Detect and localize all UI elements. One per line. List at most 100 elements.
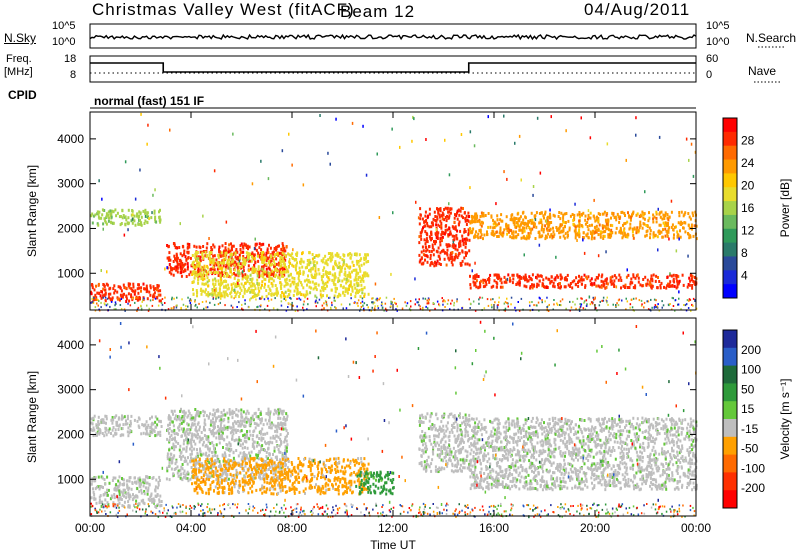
data-cell (238, 273, 241, 277)
data-cell (301, 251, 304, 255)
data-cell (465, 219, 468, 223)
data-cell (222, 258, 225, 262)
data-cell (198, 302, 200, 305)
data-cell (491, 230, 494, 234)
data-cell (256, 254, 259, 258)
data-cell (269, 276, 272, 280)
data-cell (258, 253, 260, 257)
data-cell (477, 232, 480, 236)
data-cell (469, 274, 471, 278)
data-cell (560, 211, 563, 215)
data-cell (580, 297, 582, 300)
data-cell (476, 214, 479, 218)
data-cell (193, 276, 196, 280)
data-cell (217, 265, 220, 269)
data-cell (91, 422, 94, 426)
data-cell (155, 478, 158, 482)
data-cell (217, 428, 220, 432)
data-cell (201, 443, 204, 447)
data-cell (115, 423, 118, 427)
data-cell (230, 246, 233, 250)
data-cell (284, 438, 286, 442)
data-cell (224, 279, 227, 283)
data-cell (538, 232, 541, 236)
data-cell (546, 216, 549, 220)
data-cell (244, 262, 246, 266)
data-cell (112, 221, 115, 225)
data-cell (176, 266, 179, 270)
data-cell (454, 213, 456, 217)
data-cell (444, 138, 446, 142)
data-cell (184, 262, 187, 266)
data-cell (251, 470, 254, 474)
data-cell (190, 444, 193, 448)
data-cell (241, 274, 244, 278)
data-cell (180, 457, 183, 461)
data-cell (692, 174, 695, 178)
data-cell (175, 440, 178, 444)
data-cell (206, 271, 209, 275)
data-cell (178, 415, 181, 419)
data-cell (449, 251, 452, 255)
data-cell (100, 301, 102, 304)
data-cell (208, 237, 210, 240)
data-cell (552, 230, 555, 234)
data-cell (278, 251, 281, 255)
data-cell (235, 248, 238, 251)
data-cell (437, 211, 440, 215)
data-cell (576, 224, 579, 228)
data-cell (439, 237, 442, 241)
data-cell (257, 265, 260, 269)
data-cell (156, 486, 159, 490)
data-cell (215, 270, 218, 274)
data-cell (447, 299, 450, 302)
data-cell (282, 422, 285, 426)
data-cell (185, 459, 188, 463)
data-cell (111, 209, 114, 213)
data-cell (626, 235, 629, 239)
data-cell (461, 239, 464, 243)
data-cell (229, 411, 232, 415)
data-cell (286, 466, 289, 470)
data-cell (205, 273, 208, 277)
data-cell (535, 211, 538, 215)
data-cell (349, 303, 351, 306)
data-cell (496, 273, 499, 277)
data-cell (284, 448, 287, 451)
data-cell (142, 424, 145, 428)
data-cell (589, 216, 592, 220)
data-cell (365, 173, 368, 177)
data-cell (358, 267, 361, 271)
data-cell (213, 254, 216, 258)
data-cell (221, 268, 224, 272)
data-cell (623, 227, 626, 231)
data-cell (195, 252, 198, 256)
data-cell (300, 283, 303, 287)
data-cell (168, 431, 170, 435)
data-cell (277, 448, 280, 451)
data-cell (451, 263, 454, 267)
data-cell (456, 248, 459, 252)
data-cell (204, 290, 207, 294)
data-cell (591, 223, 593, 227)
data-cell (391, 301, 393, 304)
data-cell (336, 295, 339, 299)
data-cell (131, 481, 134, 485)
data-cell (517, 233, 520, 237)
data-cell (434, 242, 437, 246)
data-cell (116, 290, 119, 294)
data-cell (538, 279, 541, 283)
data-cell (513, 223, 516, 227)
data-cell (480, 220, 483, 224)
data-cell (168, 263, 171, 266)
data-cell (549, 208, 551, 212)
data-cell (578, 225, 581, 229)
data-cell (285, 439, 288, 443)
data-cell (200, 431, 203, 434)
data-cell (286, 432, 289, 435)
data-cell (593, 198, 595, 202)
data-cell (129, 304, 132, 307)
data-cell (190, 418, 193, 422)
data-cell (353, 302, 355, 304)
data-cell (185, 429, 188, 433)
